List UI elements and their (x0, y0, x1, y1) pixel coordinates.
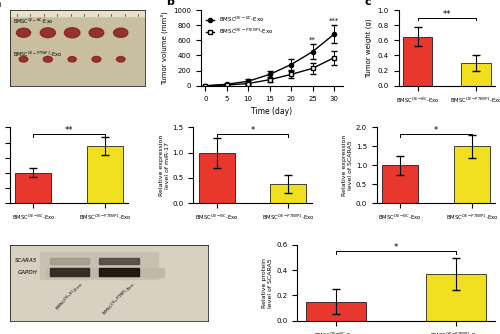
Text: BMSC$^{OE-PTENP1}$-Exo: BMSC$^{OE-PTENP1}$-Exo (100, 281, 138, 318)
Bar (270, 184, 306, 203)
Text: *: * (250, 126, 254, 135)
Ellipse shape (19, 56, 28, 62)
Bar (462, 63, 490, 86)
Bar (50, 268, 89, 276)
Text: GAPDH: GAPDH (18, 270, 38, 275)
Ellipse shape (16, 28, 30, 37)
Text: *: * (434, 126, 438, 135)
Text: BMSC$^{OE-NC}$-Exo: BMSC$^{OE-NC}$-Exo (12, 17, 53, 26)
Bar (306, 302, 366, 321)
Ellipse shape (92, 56, 101, 62)
Y-axis label: Tumor volume (mm³): Tumor volume (mm³) (160, 11, 168, 85)
X-axis label: Time (day): Time (day) (251, 107, 292, 116)
Text: BMSC$^{OE-PTENP1}$-Exo: BMSC$^{OE-PTENP1}$-Exo (12, 50, 62, 59)
Y-axis label: Relative expression
level of miR-17: Relative expression level of miR-17 (159, 135, 170, 196)
Ellipse shape (68, 57, 76, 62)
Bar (99, 268, 138, 276)
Ellipse shape (116, 56, 125, 62)
Bar (403, 36, 432, 86)
Text: SCARA5: SCARA5 (16, 258, 38, 263)
Bar (40, 253, 158, 279)
Text: BMSC$^{OE-NC}$-Exo: BMSC$^{OE-NC}$-Exo (53, 281, 86, 313)
Ellipse shape (40, 28, 56, 38)
Text: b: b (166, 0, 173, 7)
Ellipse shape (44, 56, 52, 62)
Legend: BMSC$^{OE-NC}$-Exo, BMSC$^{OE-PTENP1}$-Exo: BMSC$^{OE-NC}$-Exo, BMSC$^{OE-PTENP1}$-E… (204, 13, 276, 39)
Ellipse shape (89, 28, 104, 37)
Ellipse shape (64, 28, 80, 38)
Text: *: * (394, 243, 398, 252)
Bar (426, 274, 486, 321)
Y-axis label: Relative expression
level of SCARA5: Relative expression level of SCARA5 (342, 135, 353, 196)
Ellipse shape (114, 28, 128, 37)
Text: c: c (364, 0, 372, 7)
Text: **: ** (65, 126, 74, 135)
Bar (87, 146, 123, 203)
Text: **: ** (309, 37, 316, 43)
Bar (50, 258, 89, 264)
Text: **: ** (442, 10, 451, 19)
Bar (16, 173, 51, 203)
Bar (198, 153, 234, 203)
Bar (10, 10, 145, 16)
Y-axis label: Tumor weight (g): Tumor weight (g) (366, 18, 372, 78)
Y-axis label: Relative protein
level of SCARA5: Relative protein level of SCARA5 (262, 258, 274, 308)
Bar (454, 146, 490, 203)
Bar (382, 165, 418, 203)
Bar (46, 268, 164, 277)
Text: a: a (0, 0, 2, 9)
Bar (99, 258, 138, 264)
Text: ***: *** (329, 18, 339, 24)
